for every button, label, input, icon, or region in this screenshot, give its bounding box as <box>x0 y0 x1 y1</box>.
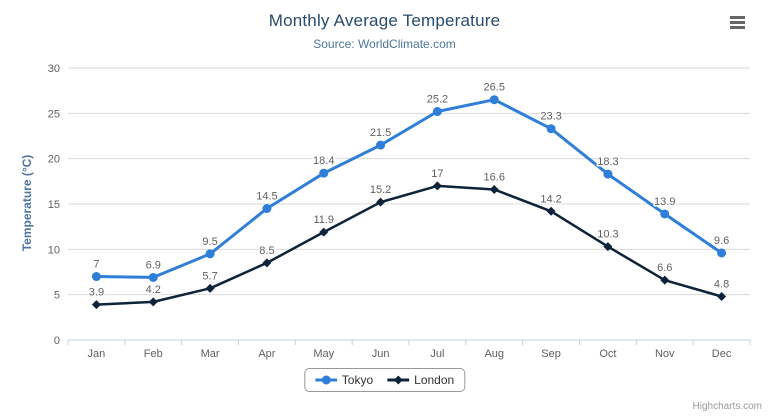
x-axis-label: Jun <box>372 348 390 360</box>
data-point-tokyo[interactable] <box>717 248 727 258</box>
data-point-london[interactable] <box>603 242 613 252</box>
data-label-tokyo: 18.4 <box>313 155 334 167</box>
data-point-tokyo[interactable] <box>546 124 556 134</box>
x-axis-label: Sep <box>541 348 561 360</box>
legend-label-tokyo: Tokyo <box>341 373 374 387</box>
y-axis-label: 15 <box>48 199 60 211</box>
x-axis-label: Jul <box>430 348 444 360</box>
y-axis-label: 30 <box>48 63 60 75</box>
data-point-london[interactable] <box>205 283 215 293</box>
chart-title: Monthly Average Temperature <box>268 11 501 30</box>
data-point-tokyo[interactable] <box>262 204 272 214</box>
data-point-london[interactable] <box>546 206 556 216</box>
data-label-tokyo: 6.9 <box>146 259 161 271</box>
x-axis-label: Aug <box>484 348 504 360</box>
data-label-london: 10.3 <box>597 229 618 241</box>
x-axis-label: Dec <box>712 348 732 360</box>
data-label-london: 16.6 <box>484 171 505 183</box>
data-point-london[interactable] <box>91 300 101 310</box>
legend-label-london: London <box>414 373 455 387</box>
data-label-london: 14.2 <box>540 193 561 205</box>
data-point-london[interactable] <box>432 181 442 191</box>
data-label-tokyo: 9.5 <box>202 236 217 248</box>
credits-link[interactable]: Highcharts.com <box>692 401 762 412</box>
data-label-london: 11.9 <box>313 214 334 226</box>
data-label-tokyo: 23.3 <box>540 111 561 123</box>
legend-item-tokyo[interactable]: Tokyo <box>314 373 374 387</box>
tokyo-line-circle-icon <box>314 375 337 385</box>
series-line-tokyo <box>94 98 724 279</box>
x-axis-label: Apr <box>258 348 275 360</box>
data-point-tokyo[interactable] <box>603 169 613 179</box>
data-point-tokyo[interactable] <box>432 107 442 117</box>
data-label-tokyo: 14.5 <box>256 191 277 203</box>
data-point-london[interactable] <box>717 291 727 301</box>
data-point-london[interactable] <box>148 297 158 307</box>
data-point-tokyo[interactable] <box>91 272 101 282</box>
y-axis-label: 10 <box>48 244 60 256</box>
data-label-london: 5.7 <box>202 270 217 282</box>
data-point-london[interactable] <box>489 184 499 194</box>
data-label-tokyo: 13.9 <box>654 196 675 208</box>
data-point-tokyo[interactable] <box>205 249 215 259</box>
y-axis-label: 25 <box>48 108 60 120</box>
data-point-tokyo[interactable] <box>319 168 329 178</box>
y-axis-label: 5 <box>54 290 60 302</box>
x-axis-label: Oct <box>599 348 616 360</box>
x-axis-label: Nov <box>655 348 675 360</box>
data-point-tokyo[interactable] <box>376 140 386 150</box>
data-point-tokyo[interactable] <box>660 209 670 219</box>
data-label-tokyo: 18.3 <box>597 156 618 168</box>
data-label-london: 4.2 <box>146 284 161 296</box>
hamburger-icon <box>730 21 745 24</box>
hamburger-icon <box>730 16 745 19</box>
hamburger-icon <box>730 26 745 29</box>
export-menu-button[interactable] <box>730 16 745 29</box>
data-label-london: 17 <box>431 168 443 180</box>
y-axis-label: 20 <box>48 154 60 166</box>
data-point-london[interactable] <box>660 275 670 285</box>
series-line-london <box>95 184 723 306</box>
y-axis-label: 0 <box>54 335 60 347</box>
data-label-tokyo: 21.5 <box>370 127 391 139</box>
data-label-london: 6.6 <box>657 262 672 274</box>
data-point-tokyo[interactable] <box>148 272 158 282</box>
data-point-london[interactable] <box>262 258 272 268</box>
x-axis-label: May <box>313 348 334 360</box>
data-point-london[interactable] <box>376 197 386 207</box>
london-line-diamond-icon <box>387 375 410 385</box>
x-axis-label: Feb <box>144 348 163 360</box>
data-label-tokyo: 25.2 <box>427 94 448 106</box>
data-label-tokyo: 7 <box>93 259 99 271</box>
data-label-london: 15.2 <box>370 184 391 196</box>
data-label-tokyo: 26.5 <box>484 82 505 94</box>
data-label-tokyo: 9.6 <box>714 235 729 247</box>
data-label-london: 8.5 <box>259 245 274 257</box>
data-label-london: 3.9 <box>89 287 104 299</box>
legend-item-london[interactable]: London <box>387 373 454 387</box>
x-axis-label: Mar <box>201 348 220 360</box>
chart-subtitle: Source: WorldClimate.com <box>313 37 456 51</box>
legend: Tokyo London <box>303 368 466 392</box>
x-axis-label: Jan <box>88 348 106 360</box>
data-point-tokyo[interactable] <box>489 95 499 105</box>
data-point-london[interactable] <box>319 227 329 237</box>
data-label-london: 4.8 <box>714 278 729 290</box>
